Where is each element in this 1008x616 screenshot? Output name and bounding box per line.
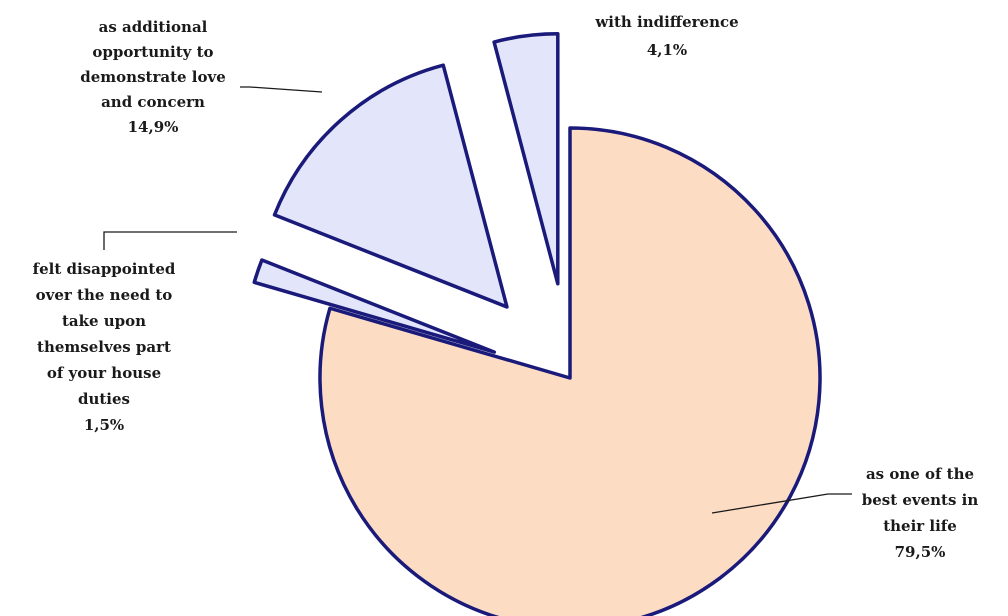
slice-label-line: and concern [101,93,205,111]
slice-percent: 79,5% [895,543,946,561]
slice-label-0: as one of the best events in their life 79,… [862,465,979,561]
slice-label-line: with indifference [594,13,738,31]
leader-line-2 [240,86,323,93]
slice-label-line: as additional [99,18,208,36]
slice-percent: 1,5% [84,416,124,434]
slice-label-line: take upon [62,312,146,330]
slice-label-line: opportunity to [92,43,213,61]
slice-label-line: their life [883,517,957,535]
pie-slice-3 [492,32,560,286]
leader-line-1 [103,231,237,250]
slice-percent: 14,9% [128,118,179,136]
slice-label-line: best events in [862,491,979,509]
slice-percent: 4,1% [647,41,687,59]
slice-label-line: of your house [47,364,161,382]
slice-label-line: over the need to [36,286,173,304]
leader-line-0 [711,493,852,514]
slice-label-1: felt disappointed over the need to take up… [33,260,176,434]
pie-slice-2 [272,63,509,309]
slice-label-3: with indifference 4,1% [594,13,738,59]
pie-slice-0 [318,126,822,616]
pie-slice-1 [252,258,497,354]
slice-label-2: as additional opportunity to demonstrate l… [80,18,225,136]
slice-label-line: themselves part [37,338,171,356]
slice-label-line: demonstrate love [80,68,225,86]
slice-label-line: duties [78,390,130,408]
slice-label-line: as one of the [866,465,974,483]
slice-label-line: felt disappointed [33,260,176,278]
